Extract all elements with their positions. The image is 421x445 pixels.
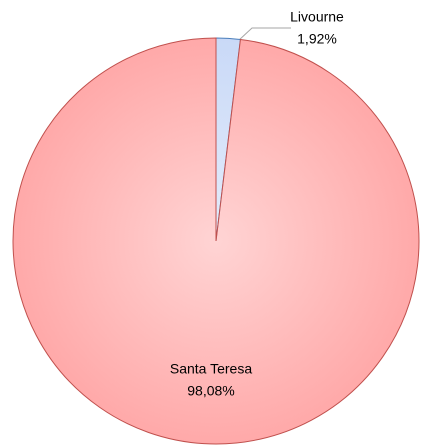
- slice-label: Livourne: [290, 9, 344, 25]
- slice-label: Santa Teresa: [170, 361, 252, 377]
- slice-value-label: 98,08%: [187, 383, 234, 399]
- leader-line: [237, 27, 291, 42]
- slice-value-label: 1,92%: [297, 31, 337, 47]
- pie-slice: [12, 37, 420, 445]
